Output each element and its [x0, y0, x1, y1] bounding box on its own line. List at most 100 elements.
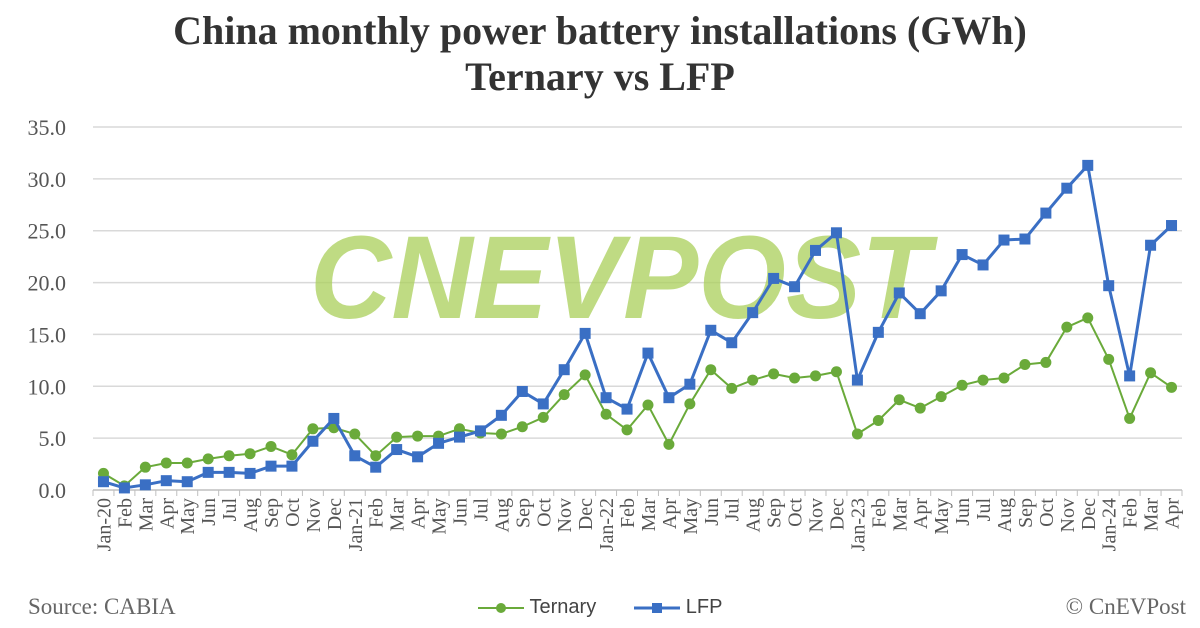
x-tick-label: Apr — [910, 498, 932, 529]
data-point — [579, 369, 591, 381]
x-tick-label: Jul — [973, 498, 995, 522]
data-point — [286, 460, 298, 472]
data-point — [830, 227, 842, 239]
data-point — [1061, 321, 1073, 333]
data-point — [307, 423, 319, 435]
x-tick-label: Dec — [1078, 498, 1100, 530]
data-point — [705, 364, 717, 376]
data-point — [349, 428, 361, 440]
data-point — [579, 327, 591, 339]
data-point — [1166, 220, 1178, 232]
data-point — [1082, 159, 1094, 171]
x-tick-label: May — [177, 498, 199, 535]
x-tick-label: Apr — [408, 498, 430, 529]
data-point — [600, 392, 612, 404]
data-point — [1145, 239, 1157, 251]
x-tick-label: Jul — [219, 498, 241, 522]
x-tick-label: Sep — [512, 498, 534, 528]
x-tick-label: Dec — [826, 498, 848, 530]
x-tick-label: Apr — [1162, 498, 1184, 529]
data-point — [747, 307, 759, 319]
data-point — [663, 438, 675, 450]
data-point — [139, 479, 151, 491]
x-tick-label: Jul — [470, 498, 492, 522]
data-point — [139, 461, 151, 473]
y-tick-label: 5.0 — [39, 426, 67, 451]
data-point — [1040, 356, 1052, 368]
x-tick-label: Jun — [198, 498, 220, 526]
data-point — [1103, 353, 1115, 365]
x-tick-label: Mar — [135, 498, 157, 532]
data-point — [1124, 370, 1136, 382]
x-tick-label: Jul — [722, 498, 744, 522]
x-tick-label: Dec — [575, 498, 597, 530]
data-point — [642, 399, 654, 411]
x-tick-label: Oct — [282, 498, 304, 527]
data-point — [977, 374, 989, 386]
data-point — [265, 460, 277, 472]
x-tick-label: Sep — [261, 498, 283, 528]
data-point — [97, 476, 109, 488]
data-point — [851, 428, 863, 440]
x-tick-label: Feb — [868, 498, 890, 528]
data-point — [977, 259, 989, 271]
x-tick-label: Jan-20 — [93, 498, 115, 551]
data-point — [935, 285, 947, 297]
x-tick-label: Nov — [1057, 498, 1079, 532]
x-tick-label: Aug — [743, 498, 765, 532]
data-point — [747, 374, 759, 386]
x-tick-label: Aug — [491, 498, 513, 532]
data-point — [118, 482, 130, 494]
x-tick-label: Feb — [1120, 498, 1142, 528]
x-tick-label: Apr — [659, 498, 681, 529]
data-point — [1019, 233, 1031, 245]
x-tick-label: Mar — [387, 498, 409, 532]
data-point — [474, 425, 486, 437]
data-point — [1061, 182, 1073, 194]
data-point — [810, 244, 822, 256]
data-point — [872, 326, 884, 338]
data-point — [558, 364, 570, 376]
data-point — [265, 440, 277, 452]
y-tick-label: 35.0 — [28, 115, 67, 140]
y-tick-label: 30.0 — [28, 167, 67, 192]
x-tick-label: Oct — [533, 498, 555, 527]
x-tick-label: Mar — [638, 498, 660, 532]
data-point — [893, 287, 905, 299]
data-point — [412, 430, 424, 442]
data-point — [789, 372, 801, 384]
data-point — [1124, 412, 1136, 424]
x-tick-label: Nov — [806, 498, 828, 532]
x-tick-label: Sep — [764, 498, 786, 528]
data-point — [328, 412, 340, 424]
data-point — [223, 450, 235, 462]
data-point — [495, 428, 507, 440]
data-point — [453, 423, 465, 435]
data-point — [1103, 280, 1115, 292]
data-point — [642, 347, 654, 359]
data-point — [516, 421, 528, 433]
data-point — [684, 378, 696, 390]
data-point — [307, 435, 319, 447]
x-tick-label: Jan-23 — [847, 498, 869, 551]
x-tick-label: Nov — [303, 498, 325, 532]
data-point — [202, 453, 214, 465]
data-point — [621, 424, 633, 436]
x-tick-label: Jun — [449, 498, 471, 526]
data-point — [789, 281, 801, 293]
y-tick-label: 20.0 — [28, 271, 67, 296]
data-point — [914, 402, 926, 414]
data-point — [810, 370, 822, 382]
data-point — [286, 449, 298, 461]
data-point — [726, 382, 738, 394]
data-point — [914, 308, 926, 320]
data-point — [202, 466, 214, 478]
data-point — [1019, 359, 1031, 371]
data-point — [537, 411, 549, 423]
series-line-lfp — [103, 163, 1173, 490]
x-tick-label: Feb — [617, 498, 639, 528]
data-point — [223, 466, 235, 478]
source-label: Source: CABIA — [28, 594, 176, 619]
y-tick-label: 0.0 — [39, 478, 67, 503]
